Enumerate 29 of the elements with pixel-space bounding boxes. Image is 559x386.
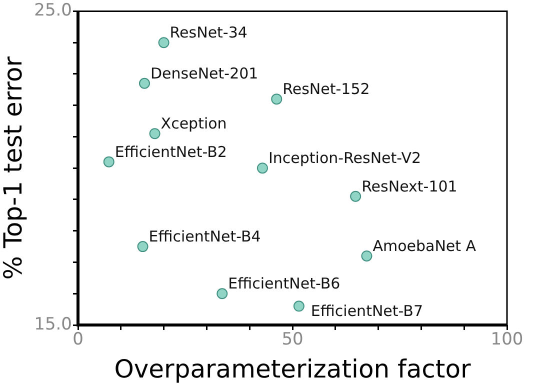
annotation: Inception-ResNet-V2: [268, 149, 422, 168]
annotation: DenseNet-201: [150, 64, 258, 82]
x-tick-label: 50: [282, 330, 304, 350]
point: [256, 162, 268, 174]
y-axis-title: % Top-1 test error: [0, 56, 28, 280]
x-tick-label: 0: [72, 330, 84, 350]
annotation: EfficientNet-B7: [310, 302, 423, 320]
point: [149, 128, 160, 140]
point: [271, 94, 282, 105]
annotation: ResNet-152: [282, 80, 370, 98]
x-tick-label: 100: [490, 330, 524, 350]
annotation: ResNext-101: [362, 177, 458, 196]
annotation: AmoebaNet A: [372, 236, 477, 255]
annotation: EfficientNet-B2: [114, 142, 227, 161]
point: [293, 300, 304, 312]
point: [103, 156, 114, 168]
point: [216, 288, 228, 300]
annotation: EfficientNet-B4: [148, 228, 261, 246]
point: [137, 241, 148, 252]
point: [350, 190, 362, 202]
x-axis-title: Overparameterization factor: [114, 354, 472, 384]
annotation: EfficientNet-B6: [228, 274, 340, 293]
point: [361, 250, 372, 262]
annotation: ResNet-34: [170, 24, 248, 42]
annotation: Xception: [160, 114, 227, 133]
point: [138, 78, 150, 89]
y-tick-label: 15.0: [34, 314, 72, 334]
point: [158, 37, 170, 48]
y-tick-label: 25.0: [34, 0, 72, 21]
